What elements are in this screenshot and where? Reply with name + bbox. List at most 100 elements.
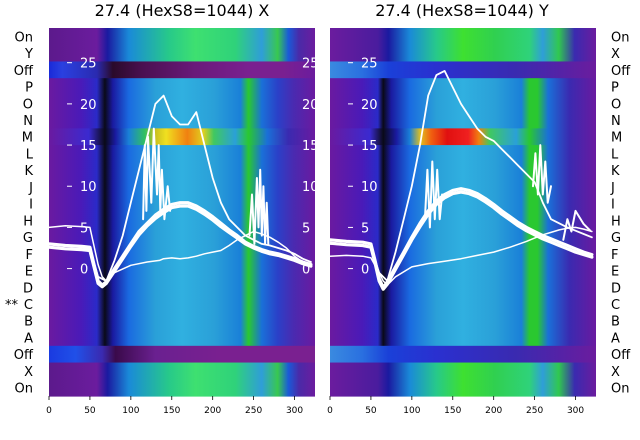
overlay-tick-label: 25 [80, 57, 97, 72]
x-tick-label: 0 [327, 406, 333, 416]
heat-row-off [330, 345, 596, 364]
row-label: Off [611, 348, 631, 363]
heat-row-k [49, 161, 315, 180]
row-label: Off [14, 64, 34, 79]
row-label: X [611, 365, 620, 380]
heat-row-m [49, 128, 315, 146]
overlay-series-5 [532, 144, 552, 204]
row-label: I [29, 198, 33, 213]
row-label: On [15, 30, 33, 45]
row-label: X [24, 365, 33, 380]
heat-row-o [330, 94, 596, 113]
overlay-ticks-x: 25 25 20 20 15 15 10 10 5 5 0 0 [67, 57, 319, 278]
panel-title-y: 27.4 (HexS8=1044) Y [375, 1, 549, 20]
row-label: E [25, 265, 33, 280]
heat-row-p [330, 78, 596, 96]
row-label: J [28, 181, 33, 196]
overlay-series-4 [142, 127, 172, 221]
row-label: L [26, 147, 34, 162]
heat-row-on [49, 28, 315, 46]
row-label: G [23, 231, 33, 246]
row-label: B [24, 315, 33, 330]
heat-row-off [49, 345, 315, 364]
x-tick-label: 200 [204, 406, 221, 416]
overlay-tick-label-right: 20 [302, 98, 319, 113]
row-label: K [611, 164, 620, 179]
row-label: On [611, 382, 629, 397]
row-label: On [611, 30, 629, 45]
row-label: J [610, 181, 615, 196]
heat-row-off [49, 61, 315, 79]
overlay-tick-label-right: 0 [302, 263, 310, 278]
overlay-tick-label-right: 5 [302, 221, 310, 236]
heat-row-i [330, 195, 596, 213]
overlay-tick-label-right: 15 [302, 139, 319, 154]
overlay-tick-label: 20 [80, 98, 97, 113]
heat-row-off [330, 61, 596, 79]
overlay-tick-label: 15 [80, 139, 97, 154]
overlay-tick-label: 15 [361, 139, 378, 154]
overlay-tick-label: 10 [361, 180, 378, 195]
heat-row-on [49, 379, 315, 397]
x-tick-label: 0 [46, 406, 52, 416]
row-label: O [611, 97, 621, 112]
overlay-series-5 [248, 168, 270, 245]
heat-row-b [49, 312, 315, 330]
heat-row-j [330, 178, 596, 196]
overlay-series-3 [48, 94, 312, 282]
row-marker: ** [5, 298, 19, 313]
row-label: X [611, 47, 620, 62]
heat-row-m [330, 128, 596, 146]
row-label: A [24, 331, 33, 346]
overlay-series-2 [47, 204, 313, 289]
heat-row-n [49, 111, 315, 129]
heat-row-a [49, 329, 315, 347]
overlay-tick-label: 0 [361, 263, 369, 278]
row-label: F [611, 248, 618, 263]
heat-row-b [330, 312, 596, 330]
row-label: I [611, 198, 615, 213]
heat-row-n [330, 111, 596, 129]
overlay-tick-label: 5 [80, 221, 88, 236]
row-label: K [24, 164, 33, 179]
heat-row-g [49, 228, 315, 247]
x-tick-label: 150 [444, 406, 461, 416]
row-label: O [23, 97, 33, 112]
overlay-tick-label-right: 10 [302, 180, 319, 195]
overlay-series-0 [48, 225, 312, 282]
x-tick-label: 150 [163, 406, 180, 416]
row-label: G [611, 231, 621, 246]
heat-row-a [330, 329, 596, 347]
heat-row-x [49, 362, 315, 380]
row-label: C [611, 298, 620, 313]
row-label: D [23, 281, 33, 296]
heat-row-l [330, 145, 596, 163]
heat-row-h [330, 212, 596, 230]
heat-row-y [49, 44, 315, 63]
row-label: M [22, 131, 33, 146]
heat-row-k [330, 161, 596, 180]
row-label: N [23, 114, 33, 129]
overlay-ticks-y: 25 20 15 10 5 0 [348, 57, 378, 278]
heat-row-x [330, 362, 596, 380]
row-label: Off [611, 64, 631, 79]
row-label: P [25, 81, 33, 96]
heat-row-d [330, 278, 596, 297]
x-tick-label: 300 [567, 406, 584, 416]
heat-row-l [49, 145, 315, 163]
overlay-tick-label: 10 [80, 180, 97, 195]
heat-row-h [49, 212, 315, 230]
row-label: B [611, 315, 620, 330]
overlay-tick-label: 25 [361, 57, 378, 72]
overlay-series-2 [328, 190, 594, 291]
x-tick-label: 200 [485, 406, 502, 416]
x-tick-label: 300 [286, 406, 303, 416]
heatmap-x [49, 28, 315, 397]
heat-row-on [330, 379, 596, 397]
x-tick-label: 100 [122, 406, 139, 416]
x-tick-label: 50 [365, 406, 377, 416]
heat-row-e [330, 262, 596, 280]
row-label: E [611, 265, 619, 280]
